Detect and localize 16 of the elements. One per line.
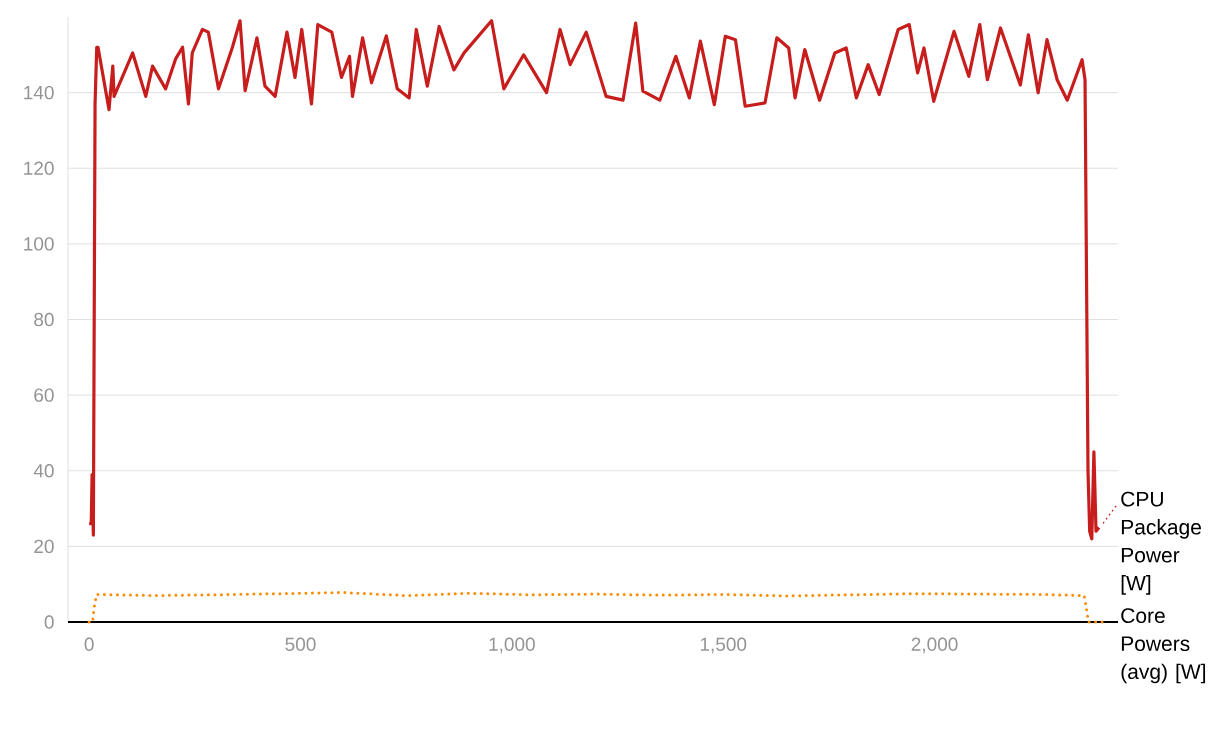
y-tick-label: 60 <box>34 388 54 402</box>
y-tick-label: 80 <box>34 312 54 327</box>
x-tick-label: 2,000 <box>911 637 958 654</box>
x-tick-label: 1,000 <box>489 637 535 654</box>
y-tick-label: 40 <box>33 464 54 478</box>
x-tick-label: 1,500 <box>700 637 747 654</box>
y-tick-label: 20 <box>34 539 54 554</box>
series-label: Core Powers (avg) [W] <box>1121 608 1206 684</box>
y-tick-label: 140 <box>24 85 54 100</box>
x-tick-label: 500 <box>285 637 316 651</box>
y-tick-label: 0 <box>44 615 54 629</box>
legend-label: CPU Package Power [W] <box>1121 491 1201 595</box>
y-tick-label: 100 <box>24 237 54 251</box>
line-series <box>87 19 1101 541</box>
y-tick-label: 120 <box>24 161 54 175</box>
x-tick-label: 0 <box>84 637 94 651</box>
